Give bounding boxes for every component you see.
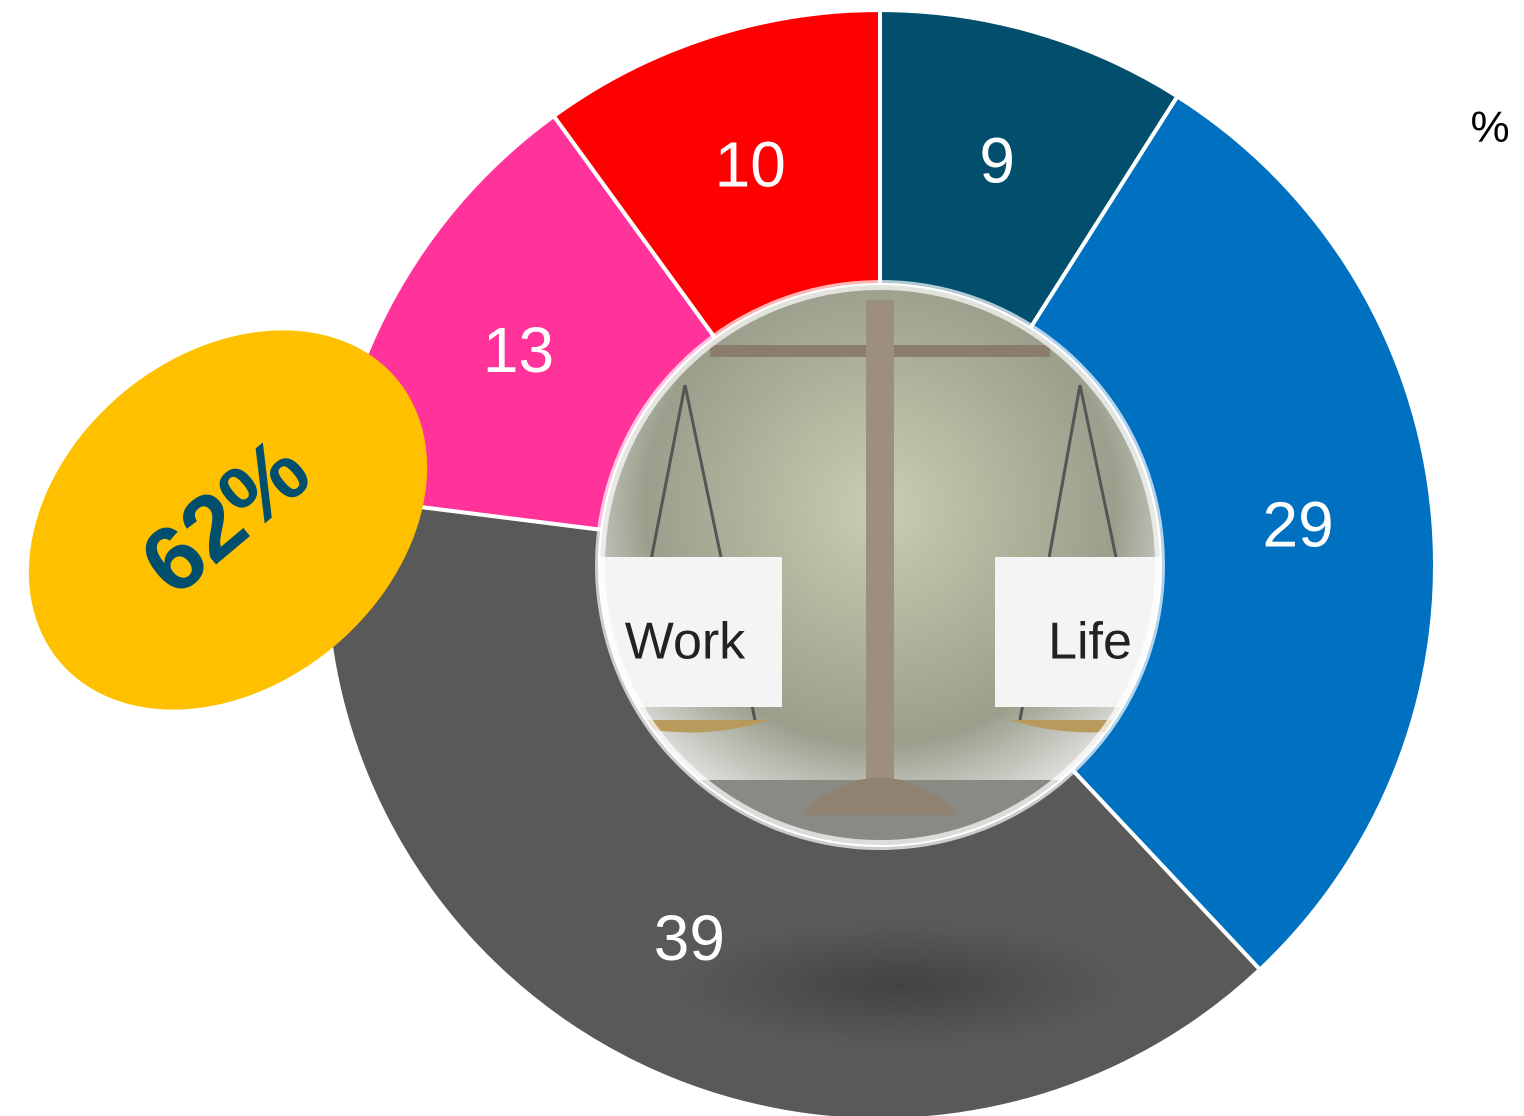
slice-label: 9	[979, 125, 1015, 197]
slice-label: 10	[715, 128, 786, 200]
badge-ellipse	[28, 330, 428, 710]
slice-label: 39	[654, 902, 725, 974]
unit-label: %	[1470, 103, 1509, 152]
slice-label: 13	[483, 314, 554, 386]
image-label: Work	[625, 613, 746, 671]
shadow	[680, 925, 1120, 1045]
slice-label: 29	[1263, 488, 1334, 560]
base	[800, 777, 960, 815]
image-rim	[595, 280, 1165, 850]
pillar	[866, 300, 894, 780]
image-label: Life	[1048, 613, 1132, 671]
badge: 62%	[28, 330, 428, 710]
